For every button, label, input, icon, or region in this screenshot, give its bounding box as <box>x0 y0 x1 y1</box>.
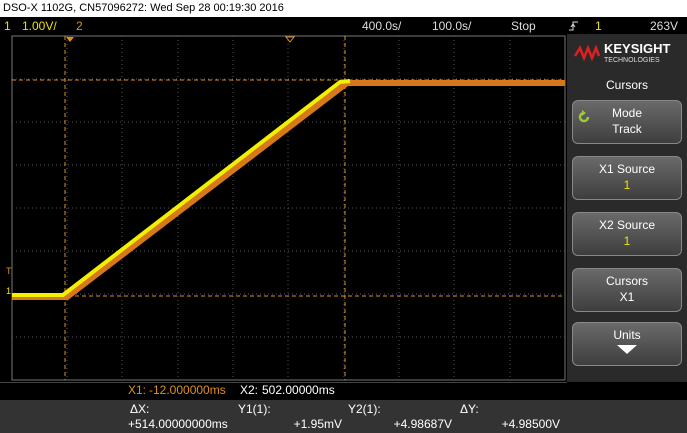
x1-source-button[interactable]: X1 Source 1 <box>572 156 682 200</box>
time-scale: 400.0s/ <box>362 19 402 33</box>
button-label: Units <box>613 328 641 342</box>
channel1-trace <box>12 79 351 297</box>
down-arrow <box>617 345 637 354</box>
channel1: 1 <box>4 19 11 33</box>
trigger-level: 263V <box>650 19 679 33</box>
measure-label: ΔX: <box>130 402 150 416</box>
menu-title: Cursors <box>605 78 648 92</box>
button-value: 1 <box>623 178 631 192</box>
button-label: Cursors <box>605 274 648 288</box>
trigger-edge-icon <box>569 21 578 31</box>
units-button[interactable]: Units <box>572 322 682 366</box>
measure-value: +1.95mV <box>293 417 342 431</box>
button-value: X1 <box>619 290 635 304</box>
button-value: Track <box>612 122 642 136</box>
x2-label: X2: <box>240 383 259 397</box>
measure-label: ΔY: <box>460 402 479 416</box>
button-label: Mode <box>611 106 643 120</box>
delay: 100.0s/ <box>432 19 472 33</box>
x1-label: X1: <box>128 383 147 397</box>
measure-value: +4.98500V <box>501 417 560 431</box>
trigger-position <box>66 37 74 42</box>
delay-marker <box>284 36 296 43</box>
measure-label: Y2(1): <box>348 402 381 416</box>
run-state: Stop <box>511 19 536 33</box>
knob-icon <box>578 110 590 123</box>
trigger-marker: T <box>6 266 12 276</box>
x2-value: 502.00000ms <box>262 383 335 397</box>
logo-icon <box>574 44 600 62</box>
brand-sub: TECHNOLOGIES <box>604 57 660 64</box>
cursor-readout-row <box>0 382 567 400</box>
button-label: X2 Source <box>598 218 656 232</box>
button-label: X1 Source <box>598 162 656 176</box>
brand: KEYSIGHT <box>604 41 671 56</box>
channel-marker: 1 <box>6 286 12 296</box>
x2-source-button[interactable]: X2 Source 1 <box>572 212 682 256</box>
channel2: 2 <box>76 19 83 33</box>
button-value: 1 <box>623 234 631 248</box>
mode-button[interactable]: Mode Track <box>572 100 682 144</box>
measure-value: +4.98687V <box>393 417 452 431</box>
measure-value: +514.00000000ms <box>128 417 228 431</box>
cursors-button[interactable]: Cursors X1 <box>572 268 682 312</box>
x1-value: -12.000000ms <box>149 383 226 397</box>
header-title: DSO-X 1102G, CN57096272: Wed Sep 28 00:1… <box>3 2 284 14</box>
vertical-scale: 1.00V/ <box>22 19 57 33</box>
header: DSO-X 1102G, CN57096272: Wed Sep 28 00:1… <box>0 0 687 17</box>
trigger-source: 1 <box>595 19 602 33</box>
measure-label: Y1(1): <box>238 402 271 416</box>
graticule <box>11 35 566 381</box>
cursor-lines <box>12 36 565 380</box>
measurement-row <box>0 400 687 433</box>
